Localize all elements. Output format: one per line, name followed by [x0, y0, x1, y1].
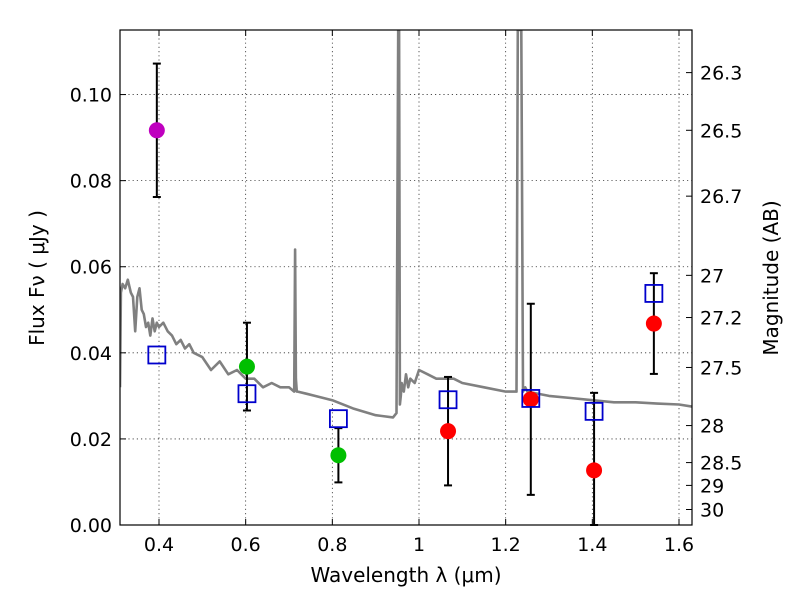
model-sed-layer [120, 30, 692, 419]
y2-tick-label: 26.7 [700, 186, 742, 208]
y2-tick-label: 27.5 [700, 357, 742, 379]
grid [120, 30, 692, 525]
y-tick-label: 0.10 [70, 85, 112, 107]
y-tick-label: 0.08 [70, 171, 112, 193]
y2-tick-label: 28.5 [700, 453, 742, 475]
model-square [584, 401, 604, 421]
y2-axis-title: Magnitude (AB) [759, 200, 783, 355]
observed-point [440, 423, 457, 440]
data-points-layer [148, 122, 662, 479]
model-squares-layer [147, 284, 664, 429]
observed-point [586, 462, 603, 479]
y-tick-label: 0.00 [70, 515, 112, 537]
y2-tick-label: 27 [700, 265, 724, 287]
observed-point [645, 315, 662, 332]
y2-tick-label: 30 [700, 500, 724, 522]
y-tick-label: 0.04 [70, 343, 112, 365]
model-square [644, 284, 664, 303]
y2-tick-label: 26.3 [700, 63, 742, 85]
observed-point [522, 391, 539, 408]
y-tick-label: 0.06 [70, 257, 112, 279]
model-square [521, 389, 541, 408]
model-square [328, 409, 348, 429]
x-tick-label: 1.2 [491, 534, 521, 556]
error-bars-layer [152, 62, 658, 526]
model-square [147, 345, 167, 365]
observed-point [330, 447, 347, 464]
x-tick-label: 1.4 [577, 534, 607, 556]
x-axis-title: Wavelength λ (μm) [310, 563, 501, 587]
y-tick-label: 0.02 [70, 429, 112, 451]
y2-tick-label: 26.5 [700, 120, 742, 142]
y2-tick-label: 28 [700, 416, 724, 438]
y2-tick-label: 27.2 [700, 308, 742, 330]
observed-point [238, 358, 255, 375]
y2-tick-label: 29 [700, 475, 724, 497]
x-tick-label: 1.6 [664, 534, 694, 556]
plot-frame [119, 29, 693, 526]
model-square [438, 390, 458, 410]
ticks: 0.4 0.6 0.8 1 1.2 1.4 1.6 0.00 0.02 0.04 0.06 0.08 0… [70, 30, 742, 556]
y-axis-title: Flux Fν ( μJy ) [25, 210, 49, 346]
model-sed-line [120, 30, 692, 419]
x-tick-label: 0.8 [317, 534, 347, 556]
x-tick-label: 1 [413, 534, 425, 556]
model-square [237, 384, 257, 404]
x-tick-label: 0.4 [144, 534, 174, 556]
observed-point [148, 122, 165, 139]
x-tick-label: 0.6 [231, 534, 261, 556]
